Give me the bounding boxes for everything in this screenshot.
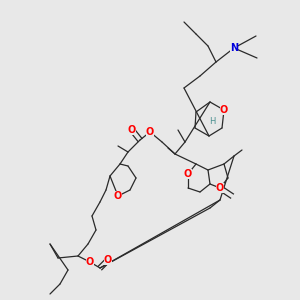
Text: O: O: [146, 127, 154, 137]
Text: O: O: [114, 191, 122, 201]
Text: H: H: [209, 118, 215, 127]
Text: O: O: [220, 105, 228, 115]
Text: O: O: [86, 257, 94, 267]
Text: O: O: [104, 255, 112, 265]
Text: N: N: [230, 43, 238, 53]
Text: O: O: [184, 169, 192, 179]
Text: O: O: [216, 183, 224, 193]
Text: O: O: [128, 125, 136, 135]
